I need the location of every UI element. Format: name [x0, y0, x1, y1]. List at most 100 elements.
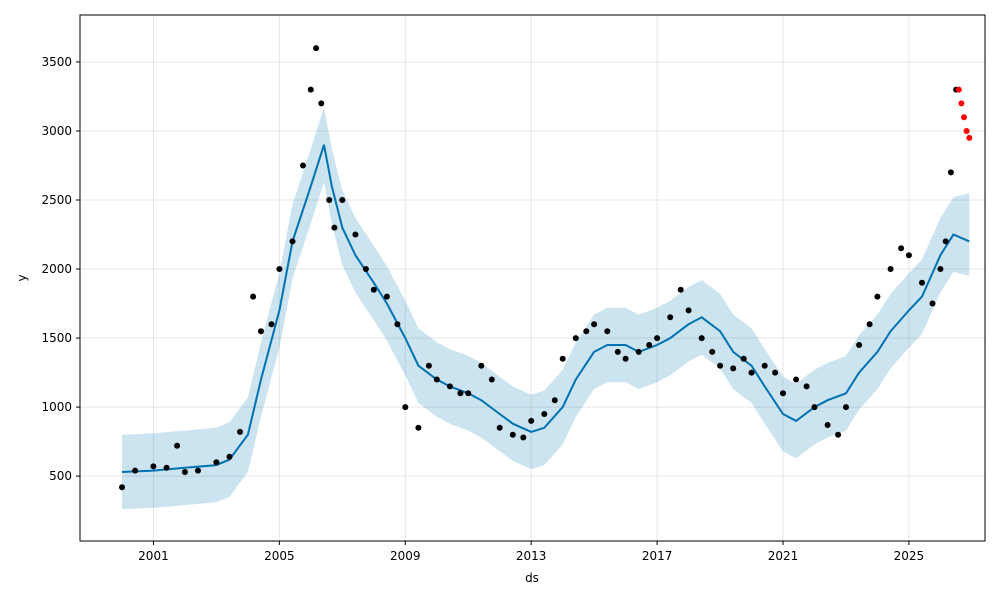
data-point [488, 376, 495, 383]
data-point [685, 307, 692, 314]
data-point [698, 335, 705, 342]
x-tick-label: 2017 [642, 549, 673, 563]
y-axis-label: y [15, 274, 29, 281]
data-point [635, 348, 642, 355]
y-tick-label: 1500 [41, 331, 72, 345]
data-point [425, 362, 432, 369]
x-tick-label: 2025 [894, 549, 925, 563]
data-point [326, 197, 333, 203]
data-point [119, 484, 125, 491]
data-point [520, 434, 527, 441]
y-axis: 500 1000 1500 2000 2500 3000 3500 [41, 55, 80, 483]
data-point [947, 169, 954, 176]
x-tick-label: 2009 [390, 549, 421, 563]
forecast-line-path [121, 144, 970, 473]
forecast-line [121, 144, 970, 473]
plot-frame [79, 14, 986, 542]
data-point [793, 376, 800, 383]
data-point [446, 383, 453, 390]
data-point [856, 342, 863, 348]
highlight-point [961, 114, 967, 121]
data-point [250, 293, 257, 300]
data-point [717, 362, 724, 369]
data-point [339, 197, 346, 203]
data-point [509, 431, 516, 438]
y-tick-label: 3500 [41, 55, 72, 69]
data-point [874, 293, 881, 300]
data-point [559, 355, 566, 362]
y-tick-label: 2000 [41, 262, 72, 276]
data-point [709, 348, 716, 355]
data-point [541, 411, 548, 417]
data-point [929, 300, 936, 307]
data-point [843, 404, 849, 411]
data-point [919, 279, 925, 286]
data-point [604, 328, 611, 335]
data-point [667, 314, 674, 321]
data-point [496, 424, 503, 431]
x-axis-label: ds [525, 571, 539, 585]
data-point [268, 321, 275, 328]
data-point [132, 467, 139, 474]
data-point [614, 348, 621, 355]
data-point [551, 397, 558, 404]
highlight-point [966, 134, 973, 141]
x-tick-label: 2005 [264, 549, 295, 563]
data-point [811, 404, 818, 411]
data-point [181, 469, 188, 475]
x-tick-label: 2013 [516, 549, 547, 563]
x-axis: 2001 2005 2009 2013 2017 2021 2025 [138, 541, 924, 563]
highlight-points [955, 86, 973, 141]
highlight-point [963, 128, 970, 134]
data-point [258, 328, 264, 335]
x-tick-label: 2001 [138, 549, 169, 563]
highlight-point [955, 86, 962, 93]
grid [80, 15, 985, 541]
data-point [352, 231, 359, 238]
data-point [761, 362, 768, 369]
data-point [835, 431, 842, 438]
data-point [163, 464, 170, 471]
data-point [362, 266, 369, 272]
data-point [433, 376, 440, 383]
highlight-point [958, 100, 965, 107]
data-point [457, 390, 464, 397]
uncertainty-band-area [122, 107, 970, 510]
data-point [276, 266, 283, 272]
data-point [824, 422, 831, 428]
data-point [748, 369, 755, 376]
y-tick-label: 3000 [41, 124, 72, 138]
data-point [905, 252, 912, 259]
data-point [646, 342, 653, 348]
data-point [318, 100, 325, 107]
y-tick-label: 2500 [41, 193, 72, 207]
data-point [383, 293, 390, 300]
data-point [237, 428, 243, 435]
data-point [213, 459, 220, 466]
data-point [331, 224, 338, 231]
y-tick-label: 500 [49, 469, 72, 483]
data-point [478, 362, 485, 369]
data-point [394, 321, 401, 328]
data-point [402, 404, 409, 411]
data-point [937, 266, 944, 272]
data-point [942, 238, 949, 245]
data-point [572, 335, 579, 342]
data-point [415, 424, 422, 431]
data-point [226, 453, 233, 460]
data-point [622, 355, 629, 362]
data-point [740, 355, 747, 362]
data-point [465, 390, 472, 397]
data-point [174, 442, 181, 449]
uncertainty-band [122, 107, 970, 510]
data-point [370, 286, 377, 293]
data-point [150, 463, 157, 470]
data-point [289, 238, 296, 245]
data-point [300, 162, 306, 169]
x-tick-label: 2021 [768, 549, 799, 563]
data-point [307, 86, 314, 93]
actual-points [119, 45, 960, 491]
data-point [730, 365, 737, 372]
data-point [866, 321, 873, 328]
